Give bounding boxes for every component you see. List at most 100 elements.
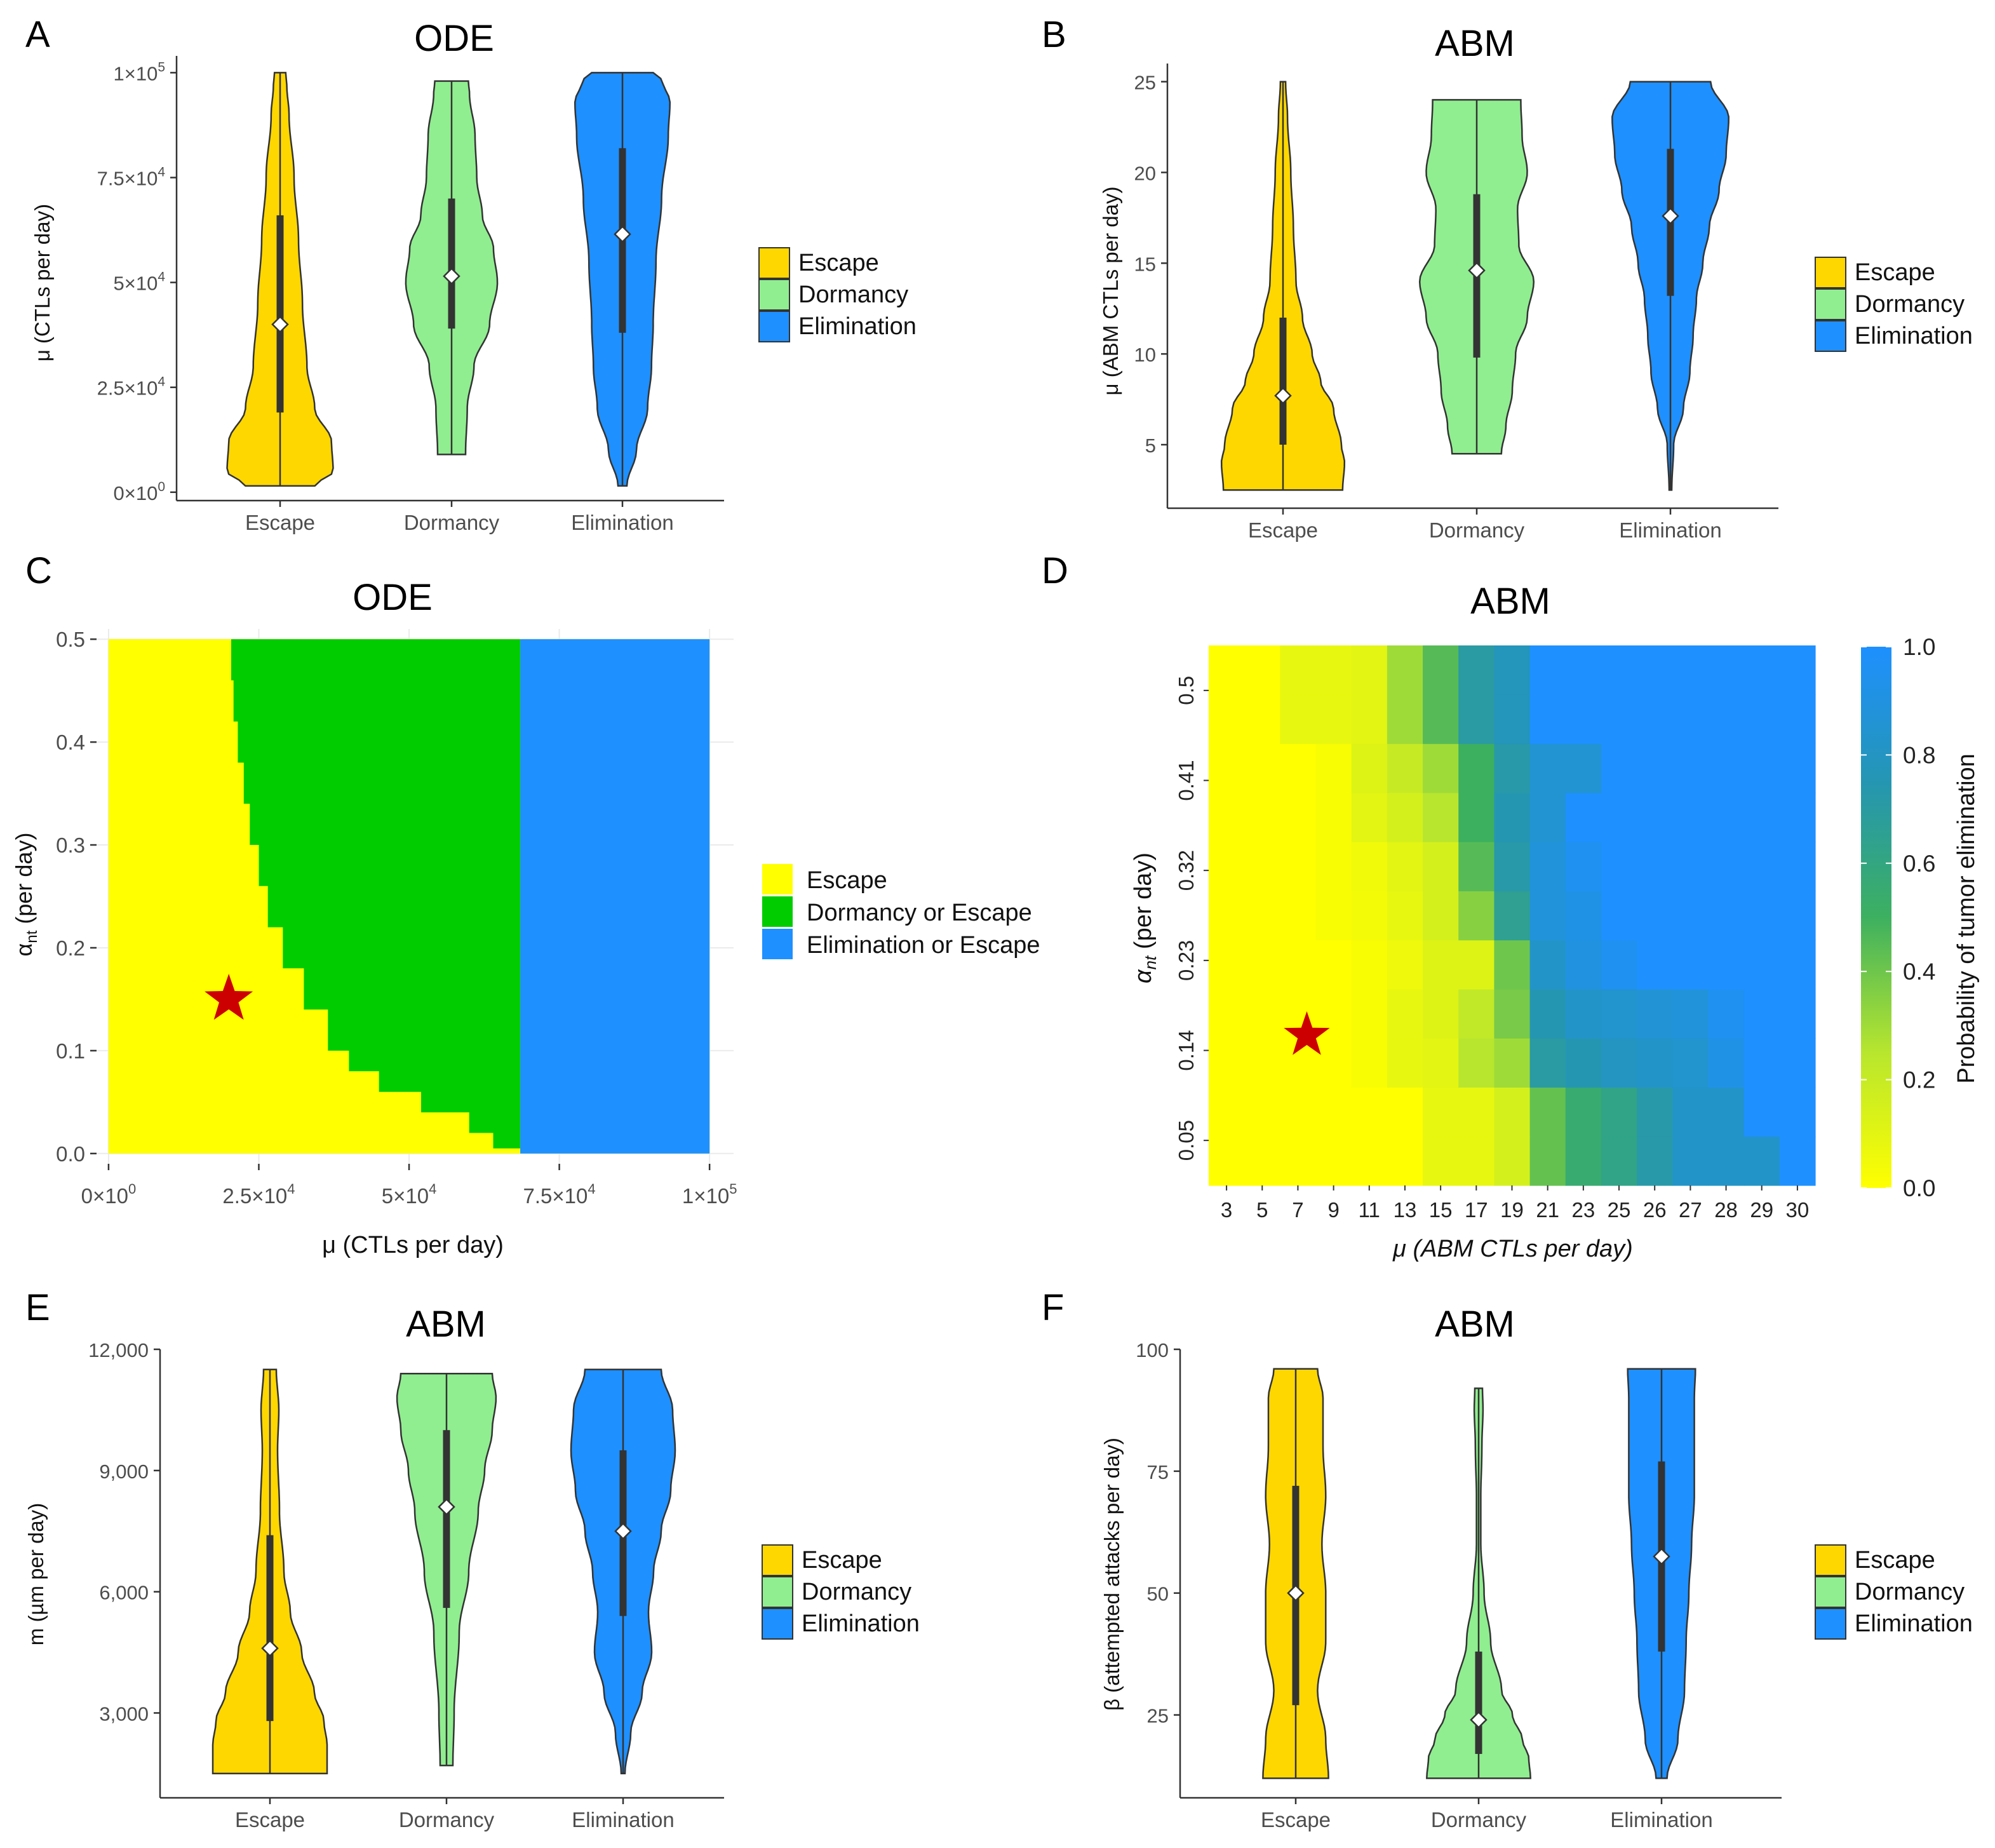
heatmap-cell [1708,694,1745,745]
legend-key-elimination [762,1608,793,1640]
heatmap-cell [1423,1087,1459,1137]
iqr-box-escape [1279,318,1287,445]
y-tick-label: 50 [1147,1583,1169,1605]
y-tick-label: 0.1 [56,1039,85,1063]
tick-mantissa: 5×10 [382,1184,429,1208]
x-tick-label: Dormancy [1431,1808,1527,1831]
heatmap-cell [1672,940,1709,990]
tick-exponent: 5 [158,60,165,74]
iqr-box-dormancy [443,1430,450,1609]
x-tick-label: 13 [1394,1198,1417,1222]
heatmap-cell [1423,1136,1459,1186]
x-tick-label: 11 [1359,1198,1380,1222]
heatmap-cell [1637,645,1673,695]
heatmap-cell [1423,940,1459,990]
heatmap-cell [1315,1038,1352,1088]
heatmap-cell [1458,1136,1495,1186]
colorbar-tick-label: 0.2 [1903,1067,1935,1093]
heatmap-cell [1458,988,1495,1039]
heatmap-cell [1494,1087,1531,1137]
heatmap-cell [1280,1087,1317,1137]
heatmap-cell [1708,1136,1745,1186]
panel-label-e: E [25,1287,50,1328]
heatmap-cell [1280,1136,1317,1186]
y-tick-label: 0.5 [1174,676,1198,705]
x-tick-label: 23 [1571,1198,1595,1222]
heatmap-cell [1529,1038,1566,1088]
heatmap-cell [1708,1038,1745,1088]
legend-key-dormancy [1815,288,1846,320]
legend-label-escape: Escape [802,1547,882,1574]
heatmap-cell [1743,891,1780,941]
legend-key-dormancy [758,279,790,311]
panel-a-ylabel: μ (CTLs per day) [30,204,54,361]
x-tick-label: 9 [1327,1198,1339,1222]
panel-d-plot: 3 5 7 9 11 13 15 17 19 21 23 25 26 27 28 29 30 0.05 0.14 0.… [1174,634,1935,1222]
legend-label-elimination-or-escape: Elimination or Escape [807,932,1040,959]
y-tick-label: 25 [1147,1705,1169,1727]
legend-label-elimination: Elimination [1855,323,1973,349]
panel-d-title: ABM [1470,581,1550,622]
ylabel-sub: nt [1141,955,1160,969]
y-tick-label: 0.05 [1174,1120,1198,1161]
panel-c-plot: 0×100 2.5×104 5×104 7.5×104 1×1050.00.10.20.… [56,628,737,1208]
legend-key-escape [758,247,790,279]
legend-label-elimination: Elimination [802,1610,920,1637]
heatmap-cell [1494,743,1531,793]
heatmap-cell [1529,645,1566,695]
tick-exponent: 4 [429,1181,436,1197]
y-tick-label: 0.14 [1174,1030,1198,1070]
x-tick-label: Escape [245,511,315,534]
x-tick-label: 5×104 [382,1181,437,1208]
tick-mantissa: 2.5×10 [97,377,158,400]
heatmap-cell [1494,891,1531,941]
heatmap-cell [1315,940,1352,990]
tick-mantissa: 7.5×10 [97,168,158,190]
heatmap-cell [1779,694,1816,745]
ylabel-rest: (per day) [1130,853,1157,956]
legend-label-escape: Escape [807,867,887,894]
heatmap-cell [1244,988,1280,1039]
x-tick-label: 5 [1256,1198,1268,1222]
heatmap-cell [1743,1038,1780,1088]
heatmap-cell [1637,1038,1673,1088]
star-marker [1284,1011,1330,1055]
heatmap-cell [1565,1038,1602,1088]
y-tick-label: 1×105 [113,60,165,84]
heatmap-cell [1244,743,1280,793]
heatmap-cell [1280,694,1317,745]
median-marker-escape [261,1639,279,1657]
heatmap-cell [1565,743,1602,793]
heatmap-cell [1637,940,1673,990]
heatmap-cell [1672,792,1709,842]
heatmap-cell [1244,792,1280,842]
legend-key-dormancy-or-escape [762,896,793,927]
tick-mantissa: 0×10 [81,1184,128,1208]
heatmap-cell [1423,694,1459,745]
legend-key-elimination [758,311,790,342]
median-marker-elimination [1653,1548,1670,1565]
tick-exponent: 0 [158,480,165,494]
legend-key-escape [1815,257,1846,288]
heatmap-cell [1637,842,1673,891]
heatmap-cell [1423,792,1459,842]
heatmap-cell [1708,792,1745,842]
heatmap-cell [1387,792,1423,842]
heatmap-cell [1458,940,1495,990]
x-tick-label: 28 [1714,1198,1738,1222]
x-tick-label: 17 [1465,1198,1488,1222]
y-tick-label: 0.3 [56,833,85,857]
y-tick-label: 5 [1145,435,1156,457]
panel-b-ylabel: μ (ABM CTLs per day) [1099,187,1122,396]
y-tick-label: 0.4 [56,731,85,754]
heatmap-cell [1209,694,1245,745]
iqr-box-escape [276,215,284,413]
panel-f-legend: Escape Dormancy Elimination [1815,1544,1973,1640]
heatmap-cell [1708,842,1745,891]
heatmap-cell [1637,891,1673,941]
x-tick-label: 1×105 [682,1181,737,1208]
heatmap-cell [1529,940,1566,990]
panel-label-b: B [1042,14,1066,55]
heatmap-cell [1315,842,1352,891]
heatmap-cell [1458,1038,1495,1088]
